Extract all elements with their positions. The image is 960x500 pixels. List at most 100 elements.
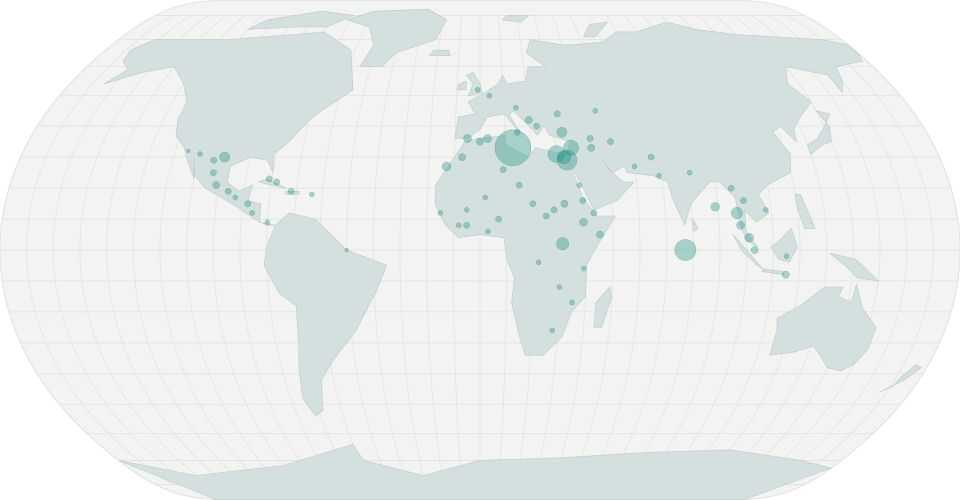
event-marker[interactable] bbox=[586, 135, 594, 142]
event-marker[interactable] bbox=[744, 233, 754, 243]
event-marker[interactable] bbox=[515, 181, 523, 189]
event-marker[interactable] bbox=[476, 137, 484, 146]
land-arctic-islands bbox=[248, 10, 355, 30]
land-eurasia bbox=[454, 21, 864, 248]
event-marker[interactable] bbox=[727, 184, 735, 192]
event-marker[interactable] bbox=[535, 259, 542, 266]
event-marker[interactable] bbox=[576, 182, 583, 188]
event-marker[interactable] bbox=[607, 138, 614, 145]
land-japan bbox=[807, 110, 832, 155]
event-marker[interactable] bbox=[579, 197, 587, 204]
land-novaya-zemlya bbox=[582, 21, 608, 38]
event-marker[interactable] bbox=[556, 237, 570, 251]
event-marker[interactable] bbox=[529, 200, 537, 208]
event-marker[interactable] bbox=[524, 116, 533, 124]
event-marker[interactable] bbox=[592, 108, 599, 114]
event-marker[interactable] bbox=[287, 187, 295, 195]
event-marker[interactable] bbox=[686, 169, 693, 176]
event-marker[interactable] bbox=[656, 173, 662, 179]
land-svalbard bbox=[501, 15, 530, 23]
event-marker[interactable] bbox=[486, 92, 493, 99]
event-marker[interactable] bbox=[495, 215, 502, 223]
event-marker[interactable] bbox=[219, 151, 231, 163]
land-ireland bbox=[456, 80, 467, 91]
land-north-america bbox=[103, 31, 354, 226]
event-marker[interactable] bbox=[483, 134, 492, 143]
event-marker[interactable] bbox=[781, 270, 790, 279]
event-marker[interactable] bbox=[710, 202, 720, 212]
meridian-line bbox=[804, 15, 960, 485]
land-new-zealand bbox=[878, 364, 923, 393]
event-marker[interactable] bbox=[556, 126, 568, 138]
land-new-guinea bbox=[829, 252, 880, 282]
event-marker[interactable] bbox=[763, 207, 769, 213]
event-marker[interactable] bbox=[482, 194, 489, 201]
land-australia bbox=[769, 282, 877, 372]
land-iceland bbox=[428, 49, 451, 56]
event-marker[interactable] bbox=[464, 207, 470, 213]
event-marker[interactable] bbox=[224, 187, 232, 195]
event-marker[interactable] bbox=[631, 163, 638, 170]
event-marker[interactable] bbox=[590, 209, 598, 217]
event-marker[interactable] bbox=[736, 221, 745, 230]
event-marker[interactable] bbox=[647, 153, 655, 161]
event-marker[interactable] bbox=[553, 110, 561, 118]
event-marker[interactable] bbox=[596, 230, 604, 239]
event-marker[interactable] bbox=[210, 169, 217, 177]
land-africa bbox=[434, 135, 616, 356]
land-sri-lanka bbox=[692, 217, 699, 233]
land-masses bbox=[103, 8, 923, 500]
event-marker[interactable] bbox=[212, 181, 221, 189]
event-marker[interactable] bbox=[542, 212, 550, 220]
event-marker[interactable] bbox=[740, 197, 747, 204]
event-marker[interactable] bbox=[455, 222, 462, 229]
event-marker[interactable] bbox=[441, 161, 452, 172]
event-marker[interactable] bbox=[458, 153, 466, 161]
event-marker[interactable] bbox=[549, 327, 556, 334]
event-marker[interactable] bbox=[533, 122, 540, 130]
event-marker[interactable] bbox=[186, 148, 191, 153]
event-marker[interactable] bbox=[513, 105, 519, 111]
event-marker[interactable] bbox=[197, 151, 203, 157]
event-marker[interactable] bbox=[731, 207, 743, 219]
event-marker[interactable] bbox=[344, 247, 349, 253]
land-hispaniola bbox=[285, 191, 300, 195]
event-marker[interactable] bbox=[249, 210, 255, 216]
event-marker[interactable] bbox=[563, 139, 579, 156]
event-marker[interactable] bbox=[556, 150, 578, 171]
event-marker[interactable] bbox=[494, 129, 532, 167]
event-marker[interactable] bbox=[244, 200, 252, 208]
event-marker[interactable] bbox=[587, 143, 596, 152]
event-marker[interactable] bbox=[463, 134, 472, 143]
event-marker[interactable] bbox=[273, 178, 281, 186]
event-marker[interactable] bbox=[499, 166, 507, 173]
event-marker[interactable] bbox=[783, 253, 790, 259]
event-marker[interactable] bbox=[550, 206, 558, 214]
event-marker[interactable] bbox=[210, 156, 218, 164]
event-marker[interactable] bbox=[547, 145, 566, 163]
event-marker[interactable] bbox=[556, 284, 563, 290]
land-antarctica bbox=[118, 444, 833, 500]
event-marker[interactable] bbox=[437, 210, 444, 216]
event-marker[interactable] bbox=[750, 246, 759, 254]
event-marker[interactable] bbox=[569, 299, 575, 306]
event-marker[interactable] bbox=[581, 265, 587, 272]
event-marker[interactable] bbox=[463, 221, 471, 229]
event-marker[interactable] bbox=[674, 239, 697, 261]
meridian-line bbox=[0, 15, 156, 485]
land-cuba bbox=[257, 178, 287, 189]
event-marker[interactable] bbox=[485, 228, 491, 235]
event-marker[interactable] bbox=[513, 128, 521, 136]
event-marker[interactable] bbox=[560, 199, 569, 208]
event-marker[interactable] bbox=[557, 150, 572, 165]
event-markers[interactable] bbox=[186, 87, 790, 334]
event-marker[interactable] bbox=[232, 194, 239, 201]
event-marker[interactable] bbox=[309, 191, 315, 198]
event-marker[interactable] bbox=[474, 87, 481, 93]
event-marker[interactable] bbox=[579, 217, 588, 227]
event-marker[interactable] bbox=[265, 175, 273, 183]
land-south-america bbox=[263, 212, 388, 417]
land-sumatra bbox=[732, 234, 763, 269]
event-marker[interactable] bbox=[264, 219, 271, 225]
